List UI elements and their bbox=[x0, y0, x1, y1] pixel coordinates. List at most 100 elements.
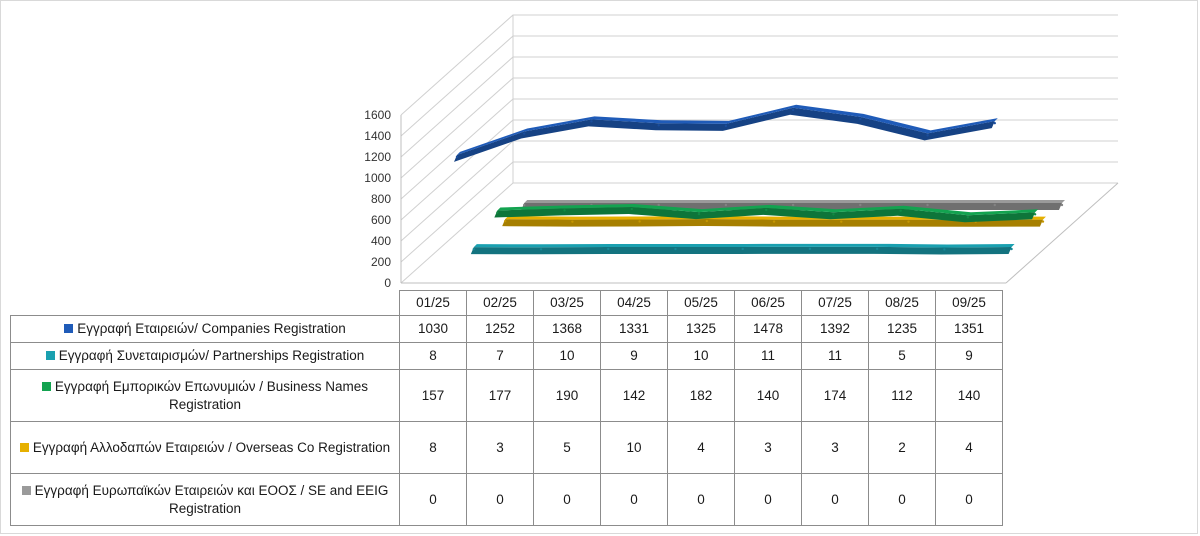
data-point bbox=[563, 209, 566, 212]
series-ribbon-top bbox=[497, 204, 1039, 216]
data-point bbox=[791, 203, 795, 207]
x-tick-label: 04/25 bbox=[600, 290, 668, 316]
y-tick-label: 1400 bbox=[364, 129, 391, 143]
legend-entry: Εγγραφή Ευρωπαϊκών Εταιρειών και ΕΟΟΣ / … bbox=[10, 473, 400, 526]
data-label: 1478 bbox=[734, 315, 802, 343]
series-ribbon-side bbox=[470, 246, 1012, 255]
data-label: 4 bbox=[935, 421, 1003, 474]
x-tick-label: 02/25 bbox=[466, 290, 534, 316]
data-point bbox=[741, 247, 744, 251]
data-point bbox=[657, 124, 660, 127]
legend-entry: Εγγραφή Συνεταιρισμών/ Partnerships Regi… bbox=[10, 342, 400, 370]
x-tick-label: 05/25 bbox=[667, 290, 735, 316]
data-label: 1351 bbox=[935, 315, 1003, 343]
data-label: 4 bbox=[667, 421, 735, 474]
y-tick-label: 800 bbox=[371, 192, 391, 206]
data-point bbox=[724, 203, 728, 207]
series-partnerships bbox=[470, 243, 1015, 255]
data-label: 8 bbox=[399, 342, 467, 370]
data-label: 0 bbox=[935, 473, 1003, 526]
data-point bbox=[907, 220, 910, 223]
legend-label: Εγγραφή Ευρωπαϊκών Εταιρειών και ΕΟΟΣ / … bbox=[34, 482, 389, 516]
data-point bbox=[1033, 213, 1037, 216]
table-row: Εγγραφή Αλλοδαπών Εταιρειών / Overseas C… bbox=[10, 421, 1003, 474]
legend-swatch bbox=[45, 351, 55, 360]
legend-swatch bbox=[19, 442, 29, 452]
series-ribbon-top bbox=[473, 243, 1015, 248]
data-label: 2 bbox=[868, 421, 936, 474]
legend-label: Εγγραφή Εμπορικών Επωνυμιών / Business N… bbox=[54, 378, 369, 412]
data-label: 3 bbox=[734, 421, 802, 474]
data-label: 9 bbox=[935, 342, 1003, 370]
data-label: 177 bbox=[466, 369, 534, 422]
data-point bbox=[724, 124, 728, 128]
data-point bbox=[539, 248, 543, 251]
x-tick-label: 09/25 bbox=[935, 290, 1003, 316]
legend-swatch bbox=[21, 485, 31, 495]
data-point bbox=[1010, 247, 1013, 251]
data-point bbox=[472, 247, 476, 251]
data-point bbox=[993, 203, 996, 207]
data-label: 157 bbox=[399, 369, 467, 422]
y-tick-label: 1200 bbox=[364, 150, 391, 164]
data-label: 11 bbox=[801, 342, 869, 370]
legend-label: Εγγραφή Αλλοδαπών Εταιρειών / Overseas C… bbox=[32, 439, 391, 455]
x-tick-label: 01/25 bbox=[399, 290, 467, 316]
table-row: Εγγραφή Εμπορικών Επωνυμιών / Business N… bbox=[10, 369, 1003, 422]
data-point bbox=[496, 211, 499, 214]
data-point bbox=[1060, 203, 1064, 207]
data-label: 174 bbox=[801, 369, 869, 422]
data-point bbox=[607, 247, 610, 251]
data-label: 112 bbox=[868, 369, 936, 422]
legend-entry: Εγγραφή Αλλοδαπών Εταιρειών / Overseas C… bbox=[10, 421, 400, 474]
data-point bbox=[859, 203, 862, 207]
data-label: 0 bbox=[667, 473, 735, 526]
data-label: 1252 bbox=[466, 315, 534, 343]
legend-label: Εγγραφή Συνεταιρισμών/ Partnerships Regi… bbox=[58, 348, 365, 363]
data-label: 10 bbox=[600, 421, 668, 474]
table-row: Εγγραφή Εταιρειών/ Companies Registratio… bbox=[10, 315, 1003, 343]
legend-entry: Εγγραφή Εταιρειών/ Companies Registratio… bbox=[10, 315, 400, 343]
data-point bbox=[697, 212, 701, 216]
data-point bbox=[993, 121, 996, 125]
data-label: 10 bbox=[533, 342, 601, 370]
table-header-row: 01/25 02/25 03/25 04/25 05/25 06/25 07/25 08/25… bbox=[10, 290, 1003, 316]
gridline bbox=[400, 14, 1118, 116]
table-row: Εγγραφή Ευρωπαϊκών Εταιρειών και ΕΟΟΣ / … bbox=[10, 473, 1003, 526]
series-business bbox=[494, 204, 1039, 223]
data-point bbox=[638, 220, 641, 223]
data-point bbox=[791, 108, 795, 112]
chart-data-table: 01/25 02/25 03/25 04/25 05/25 06/25 07/25 08/25… bbox=[10, 290, 1003, 526]
data-point bbox=[966, 216, 970, 219]
x-tick-label: 08/25 bbox=[868, 290, 936, 316]
series-ribbon-top bbox=[457, 104, 998, 155]
series-ribbon-top bbox=[524, 200, 1065, 203]
gridline bbox=[400, 77, 1118, 179]
data-label: 5 bbox=[868, 342, 936, 370]
data-point bbox=[590, 120, 593, 123]
data-point bbox=[1041, 220, 1045, 223]
data-point bbox=[455, 155, 459, 159]
data-point bbox=[840, 220, 843, 223]
data-label: 0 bbox=[868, 473, 936, 526]
y-tick-label: 400 bbox=[371, 234, 391, 248]
data-label: 3 bbox=[801, 421, 869, 474]
gridline bbox=[400, 182, 1118, 284]
data-point bbox=[765, 208, 768, 212]
data-point bbox=[926, 203, 929, 207]
data-label: 11 bbox=[734, 342, 802, 370]
y-tick-label: 1000 bbox=[364, 171, 391, 185]
data-point bbox=[943, 248, 946, 251]
data-label: 3 bbox=[466, 421, 534, 474]
data-label: 140 bbox=[935, 369, 1003, 422]
data-label: 0 bbox=[734, 473, 802, 526]
data-label: 142 bbox=[600, 369, 668, 422]
data-label: 140 bbox=[734, 369, 802, 422]
data-point bbox=[657, 203, 660, 207]
data-label: 1235 bbox=[868, 315, 936, 343]
data-label: 9 bbox=[600, 342, 668, 370]
data-point bbox=[674, 247, 677, 251]
data-label: 182 bbox=[667, 369, 735, 422]
